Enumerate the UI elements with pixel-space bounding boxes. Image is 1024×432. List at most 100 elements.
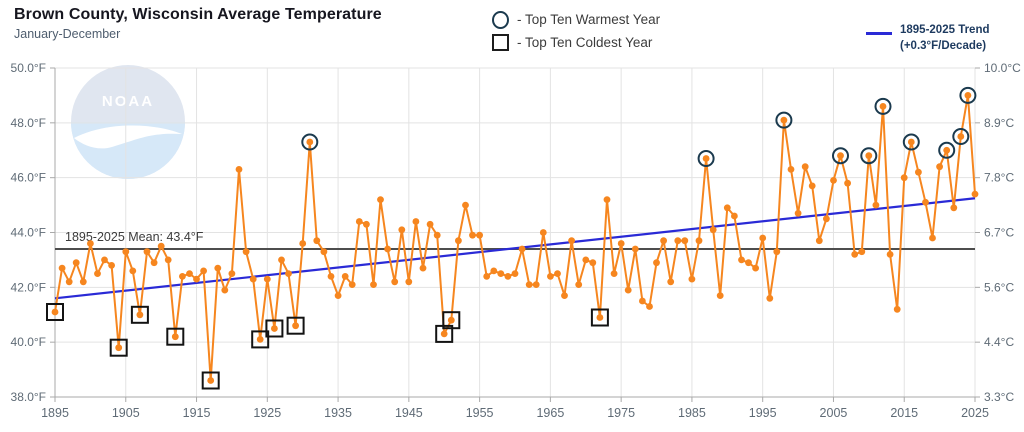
data-point [780,116,788,124]
data-point [971,190,979,198]
data-point [964,92,972,99]
data-point [688,275,696,283]
data-point [830,177,837,184]
trend-legend-text: 1895-2025 Trend (+0.3°F/Decade) [900,22,990,54]
data-point [94,270,101,277]
data-point [547,273,554,280]
data-point [334,292,342,299]
data-point [405,278,413,286]
y-axis-label-celsius: 10.0°C [984,61,1021,75]
data-point [738,256,745,264]
data-point [186,270,193,277]
data-point [766,294,774,302]
data-point [426,220,434,228]
data-point [129,267,137,275]
y-axis-label-fahrenheit: 48.0°F [11,116,46,130]
data-point [207,377,215,384]
data-point [157,242,165,250]
data-point [716,292,724,299]
y-axis-label-fahrenheit: 44.0°F [11,226,46,240]
data-point [872,201,880,209]
y-axis-label-celsius: 5.6°C [984,280,1014,294]
coldest-square-icon [492,34,509,51]
legend-warmest: - Top Ten Warmest Year [492,8,660,31]
data-point [320,248,328,256]
data-point [384,245,391,253]
data-point [419,264,427,272]
data-point [490,267,498,275]
y-axis-label-fahrenheit: 50.0°F [11,61,46,75]
data-point [79,278,87,286]
coldest-year-marker [46,303,64,321]
data-point [900,174,908,182]
y-axis-label-celsius: 7.8°C [984,171,1014,185]
data-point [193,275,200,283]
data-point [292,322,299,330]
x-axis-label: 1915 [183,406,211,420]
data-point [370,281,377,288]
data-point [469,231,476,239]
x-axis-label: 1935 [324,406,352,420]
data-point [263,275,271,283]
data-point [412,218,420,225]
y-axis-label-fahrenheit: 40.0°F [11,335,46,349]
data-point [907,138,915,146]
data-point [313,237,321,245]
x-axis-label: 1925 [253,406,281,420]
data-point [554,270,561,277]
page-title: Brown County, Wisconsin Average Temperat… [14,6,382,23]
data-point [271,325,278,332]
y-axis-label-celsius: 3.3°C [984,390,1014,404]
data-point [363,220,370,228]
data-point [950,204,958,212]
data-point [348,281,356,288]
data-point [837,152,844,160]
data-point [455,237,462,245]
data-point [702,155,710,162]
data-point [929,234,936,242]
y-axis-label-fahrenheit: 38.0°F [11,390,46,404]
x-axis-label: 1905 [112,406,140,420]
warmest-year-marker [301,133,319,151]
trend-legend-line1: 1895-2025 Trend [900,24,990,36]
data-point [603,196,611,204]
noaa-logo-watermark: NOAA [71,65,185,179]
data-point [51,308,59,316]
legend-warmest-label: - Top Ten Warmest Year [517,12,661,27]
data-point [709,226,717,234]
warmest-year-marker [775,111,793,129]
y-axis-label-celsius: 8.9°C [984,116,1014,130]
data-point [504,273,512,280]
legend-coldest-label: - Top Ten Coldest Year [517,35,653,50]
data-point [476,231,483,239]
data-point [256,336,264,343]
data-point [610,270,618,277]
data-point [136,311,144,319]
data-point [214,264,222,272]
x-axis-label: 1895 [41,406,69,420]
data-point [539,229,547,236]
data-point [65,278,73,286]
data-point [667,278,675,286]
data-point [660,237,667,245]
data-point [447,316,455,324]
data-point [150,259,158,267]
data-point [462,201,469,209]
data-point [299,240,307,247]
page-subtitle: January-December [14,27,121,41]
data-point [723,204,731,212]
data-point [752,264,759,272]
data-point [115,344,123,352]
data-point [249,275,257,283]
data-point [787,166,795,173]
data-point [745,259,752,267]
data-point [511,270,519,277]
x-axis-label: 1995 [749,406,777,420]
data-point [108,262,115,269]
data-point [179,273,186,280]
trend-legend: 1895-2025 Trend (+0.3°F/Decade) [866,22,990,54]
data-point [886,251,894,258]
data-point [617,240,625,247]
